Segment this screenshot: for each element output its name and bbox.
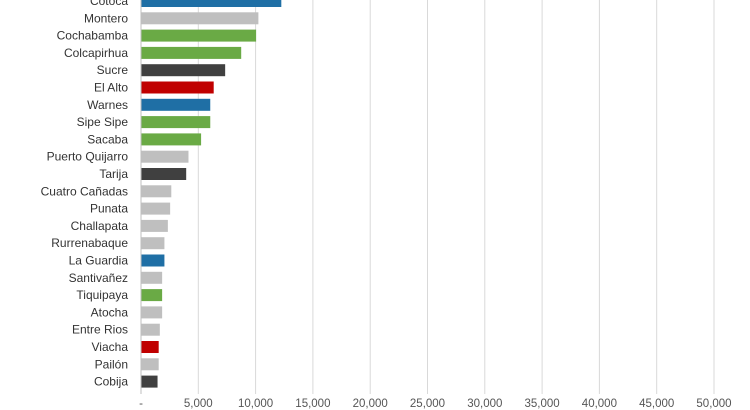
bar (141, 323, 160, 336)
bar (141, 271, 163, 284)
category-label: Pailón (95, 357, 128, 371)
x-tick-label: 45,000 (639, 398, 674, 410)
category-label: Challapata (71, 219, 129, 233)
category-label: Puerto Quijarro (47, 150, 129, 164)
category-label: Cotoca (90, 0, 128, 8)
x-tick-label: 5,000 (184, 398, 213, 410)
category-label: La Guardia (69, 254, 129, 268)
bar (141, 81, 214, 94)
category-label: Viacha (92, 340, 129, 354)
category-label: Sipe Sipe (77, 115, 129, 129)
bar (141, 64, 226, 77)
category-label: Sacaba (87, 132, 128, 146)
bar (141, 306, 163, 319)
category-label: Tiquipaya (76, 288, 128, 302)
category-label: Cochabamba (57, 29, 129, 43)
category-label: Rurrenabaque (51, 236, 128, 250)
category-label: Entre Rios (72, 323, 128, 337)
bar (141, 0, 282, 7)
category-label: Santivañez (69, 271, 128, 285)
category-labels: Cotoca Montero Cochabamba Colcapirhua Sucre E… (41, 0, 129, 389)
bar (141, 219, 168, 232)
x-tick-label: - (139, 398, 143, 410)
bar (141, 237, 165, 250)
bar (141, 289, 163, 302)
category-label: Atocha (91, 305, 129, 319)
category-label: Cobija (94, 375, 128, 389)
category-label: Warnes (87, 98, 128, 112)
bar (141, 254, 165, 267)
bar (141, 150, 189, 163)
bar (141, 202, 171, 215)
x-tick-label: 15,000 (295, 398, 330, 410)
bar (141, 341, 159, 353)
bars (141, 0, 282, 388)
bar (141, 133, 202, 146)
bar (141, 168, 187, 180)
x-tick-label: 40,000 (582, 398, 617, 410)
category-label: El Alto (94, 81, 128, 95)
x-tick-label: 50,000 (696, 398, 731, 410)
x-tick-label: 25,000 (410, 398, 445, 410)
bar (141, 358, 159, 371)
category-label: Punata (90, 202, 128, 216)
bar (141, 46, 242, 59)
category-label: Sucre (97, 63, 129, 77)
category-label: Colcapirhua (64, 46, 128, 60)
bar (141, 98, 211, 111)
x-tick-label: 20,000 (353, 398, 388, 410)
bar (141, 185, 172, 198)
x-tick-labels: - 5,000 10,000 15,000 20,000 25,000 30,000 35,0… (139, 398, 732, 410)
x-tick-label: 10,000 (238, 398, 273, 410)
bar (141, 375, 158, 388)
bar (141, 12, 259, 25)
bar (141, 29, 257, 42)
category-label: Tarija (99, 167, 128, 181)
x-tick-label: 35,000 (525, 398, 560, 410)
category-label: Cuatro Cañadas (41, 184, 128, 198)
gridlines (197, 0, 715, 394)
bar (141, 116, 211, 129)
category-label: Montero (84, 11, 128, 25)
x-tick-label: 30,000 (467, 398, 502, 410)
